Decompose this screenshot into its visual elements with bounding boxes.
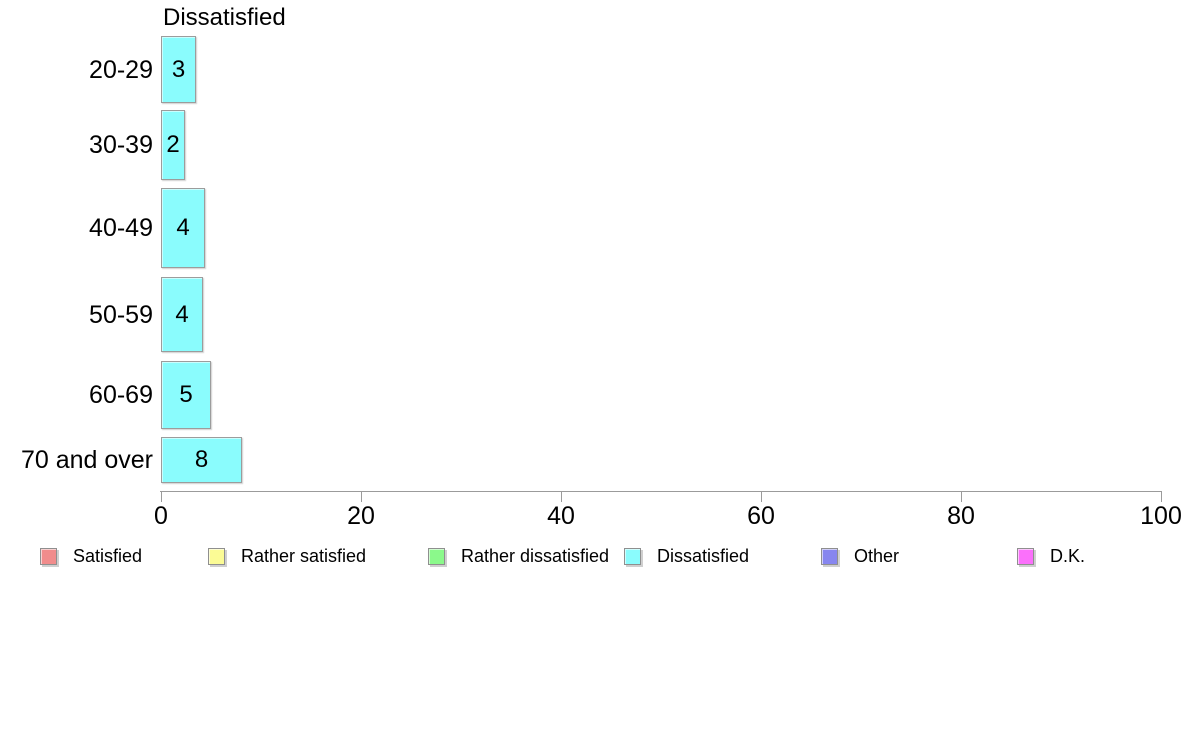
legend-label: Rather dissatisfied (461, 546, 610, 566)
legend-item: Rather dissatisfied (428, 546, 609, 566)
x-axis-tick-label: 0 (154, 502, 168, 530)
legend-swatch (428, 547, 445, 565)
category-label: 70 and over (20, 446, 153, 474)
bar: 3 (161, 36, 196, 103)
legend-swatch (821, 547, 838, 565)
x-axis-tick-label: 60 (747, 502, 775, 530)
x-axis-tick-label: 20 (347, 502, 375, 530)
category-label: 50-59 (89, 300, 153, 329)
legend-item: Dissatisfied (624, 546, 749, 566)
legend-label: Rather satisfied (241, 546, 367, 566)
legend-label: D.K. (1050, 546, 1086, 566)
x-axis-tick (1161, 491, 1162, 502)
category-label: 60-69 (89, 381, 153, 409)
legend-swatch (1017, 547, 1034, 565)
bar: 5 (161, 361, 211, 429)
x-axis-tick-label: 80 (947, 502, 975, 530)
legend-item: D.K. (1017, 546, 1085, 566)
bar-value-label: 4 (176, 214, 190, 241)
legend-label: Other (854, 546, 900, 566)
x-axis-tick-label: 40 (547, 502, 575, 530)
legend-item: Rather satisfied (208, 546, 366, 566)
x-axis-tick (561, 491, 562, 502)
category-label: 40-49 (89, 214, 153, 242)
legend-swatch (40, 547, 57, 565)
bar: 2 (161, 110, 185, 180)
bar-value-label: 5 (179, 381, 193, 408)
bar: 4 (161, 277, 203, 352)
bar-value-label: 4 (175, 300, 189, 328)
legend-swatch (624, 547, 641, 565)
legend-label: Satisfied (73, 546, 143, 566)
bar-value-label: 8 (194, 446, 209, 473)
chart-title: Dissatisfied (163, 4, 286, 31)
legend-item: Other (821, 546, 899, 566)
x-axis-tick (761, 491, 762, 502)
legend-label: Dissatisfied (657, 546, 750, 566)
x-axis-tick (361, 491, 362, 502)
x-axis-tick (161, 491, 162, 502)
bar-value-label: 2 (166, 131, 180, 158)
category-label: 30-39 (89, 131, 153, 159)
x-axis-line (160, 491, 1162, 492)
x-axis-tick-label: 100 (1140, 502, 1182, 530)
category-label: 20-29 (89, 55, 153, 84)
legend-item: Satisfied (40, 546, 142, 566)
bar: 4 (161, 188, 205, 268)
bar: 8 (161, 437, 242, 483)
x-axis-tick (961, 491, 962, 502)
legend-swatch (208, 547, 225, 565)
bar-value-label: 3 (171, 55, 186, 83)
